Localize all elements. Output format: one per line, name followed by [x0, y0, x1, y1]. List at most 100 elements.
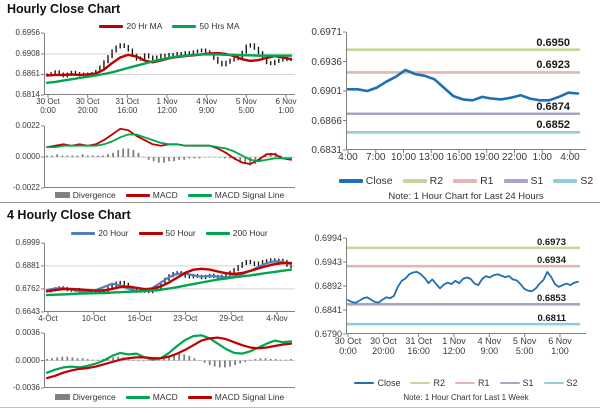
divergence-bars	[218, 157, 221, 158]
legend-item-macd: MACD	[125, 392, 178, 402]
divergence-bars	[61, 356, 64, 361]
legend-line-swatch	[410, 381, 431, 385]
legend-line-swatch	[205, 231, 230, 235]
x-tick-label: 4:00	[338, 152, 358, 163]
legend-label: MACD	[152, 392, 178, 402]
s2-level-label: 0.6852	[536, 119, 570, 132]
divergence-bars	[56, 357, 59, 361]
divergence-bars	[157, 359, 160, 361]
weekly-sr-chart: 0.6973 0.6934 0.6853 0.6811 0.6994 0.6943 0.68…	[314, 233, 586, 356]
divergence-bars	[91, 359, 94, 361]
y-tick-label: 0.6814	[15, 90, 40, 99]
weekly_sr-canvas	[343, 237, 586, 337]
divergence-bars	[198, 157, 201, 159]
x-tick-label: 5 Nov 5:00	[512, 336, 537, 357]
divergence-bars	[279, 359, 282, 361]
y-tick-label: -0.0022	[12, 183, 40, 192]
x-tick-label: 16:00	[446, 152, 472, 163]
legend-item-s1: S1	[503, 175, 543, 187]
legend-line-swatch	[402, 179, 427, 183]
legend-line-swatch	[138, 231, 163, 235]
divergence-bars	[46, 359, 48, 361]
divergence-bars	[91, 155, 94, 157]
divergence-bars	[122, 148, 125, 157]
y-tick-label: 0.6841	[314, 305, 342, 315]
hourly-chart-title: Hourly Close Chart	[7, 2, 121, 16]
legend-bar-swatch	[54, 394, 70, 400]
legend-item-r2: R2	[402, 175, 444, 187]
legend-item-r1: R1	[453, 175, 494, 187]
divergence-bars	[259, 358, 262, 361]
divergence-bars	[46, 155, 48, 157]
x-tick-label: 31 Oct 16:00	[115, 97, 140, 116]
x-tick-label: 30 Oct 20:00	[370, 336, 397, 357]
y-tick-label: 0.6866	[311, 115, 342, 127]
divergence-bars	[76, 358, 79, 361]
divergence-bars	[86, 359, 89, 361]
x-tick-label: 4:00	[560, 152, 580, 163]
legend-item-50-hour: 50 Hour	[138, 228, 196, 238]
x-tick-label: 10-Oct	[81, 314, 106, 323]
legend-line-swatch	[553, 179, 578, 183]
divergence-bars	[249, 157, 252, 166]
legend-label: S1	[522, 378, 534, 388]
x-tick-label: 23-Oct	[173, 314, 198, 323]
divergence-bars	[208, 360, 211, 366]
legend-label: 50 Hrs MA	[199, 21, 240, 31]
divergence-bars	[86, 155, 89, 157]
fourhour_price-canvas	[41, 242, 295, 315]
y-tick-label: 0.6643	[15, 307, 40, 316]
divergence-bars	[168, 355, 170, 361]
legend-label: 200 Hour	[232, 228, 268, 238]
y-tick-label: 0.0036	[15, 328, 40, 337]
divergence-bars	[127, 359, 130, 361]
divergence-bars	[290, 359, 292, 361]
x-tick-label: 30 Oct 20:00	[75, 97, 100, 116]
r2-level-label: 0.6950	[536, 36, 570, 49]
x-tick-label: 10:00	[390, 152, 417, 163]
legend-label: R1	[480, 175, 494, 187]
legend-label: MACD Signal Line	[214, 392, 285, 402]
legend-item-s2: S2	[553, 175, 593, 187]
legend-item-20-hour: 20 Hour	[71, 228, 129, 238]
divergence-bars	[183, 157, 186, 160]
legend-label: MACD Signal Line	[214, 190, 285, 200]
legend-item-macd-signal-line: MACD Signal Line	[187, 190, 285, 200]
legend-item-r2: R2	[410, 378, 445, 388]
divergence-bars	[117, 150, 120, 157]
divergence-bars	[102, 155, 104, 157]
legend-item-close: Close	[338, 175, 393, 187]
divergence-bars	[254, 359, 257, 361]
y-tick-label: 0.6994	[314, 233, 342, 243]
x-tick-label: 4 Nov 9:00	[196, 97, 218, 116]
divergence-bars	[81, 358, 84, 361]
macd-line	[45, 334, 293, 374]
divergence-bars	[173, 157, 175, 162]
legend-item-close: Close	[354, 378, 400, 388]
hourly-price-chart: 0.6956 0.6908 0.6861 0.6814 30 Oct 0:00 30 Oct…	[16, 28, 297, 115]
y-tick-label: 0.6861	[15, 69, 40, 79]
legend-label: Close	[377, 378, 401, 388]
divergence-bars	[178, 353, 181, 361]
divergence-bars	[163, 357, 165, 361]
legend-label: 20 Hr MA	[126, 21, 163, 31]
bottom-divider	[0, 407, 600, 408]
legend-label: 20 Hour	[98, 228, 129, 238]
x-tick-label: 5 Nov 5:00	[235, 97, 257, 116]
y-tick-label: 0.0022	[15, 121, 40, 130]
divergence-bars	[178, 157, 181, 160]
x-tick-label: 19:00	[474, 152, 500, 163]
divergence-bars	[234, 360, 236, 366]
y-tick-label: 0.6901	[311, 86, 342, 97]
r2-level-label: 0.6973	[536, 236, 566, 248]
x-tick-label: 31 Oct 16:00	[405, 336, 432, 357]
divergence-bars	[203, 360, 206, 363]
x-tick-label: 4-Nov	[266, 314, 288, 323]
divergence-bars	[188, 157, 191, 159]
legend-label: R2	[429, 175, 444, 187]
divergence-bars	[157, 157, 160, 163]
legend-line-swatch	[125, 395, 150, 399]
divergence-bars	[66, 356, 69, 361]
macd-signal-line	[46, 133, 292, 163]
divergence-bars	[112, 152, 114, 157]
